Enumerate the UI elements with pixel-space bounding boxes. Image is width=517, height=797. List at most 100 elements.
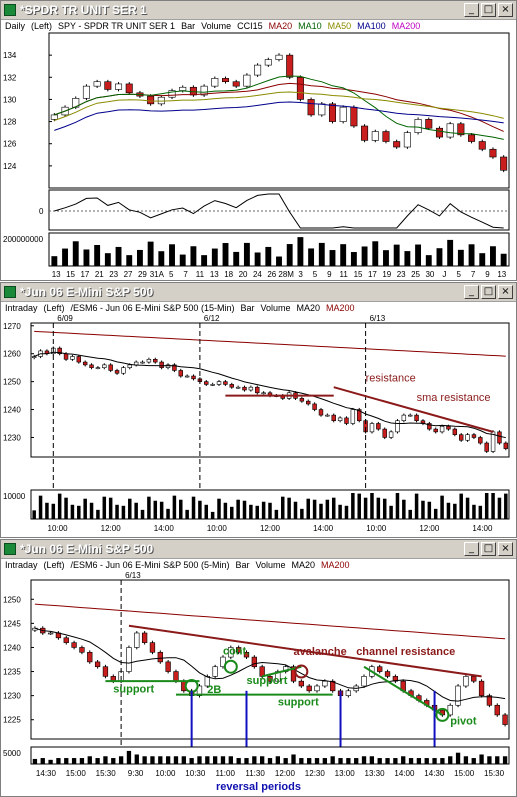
volume-bar bbox=[169, 244, 175, 266]
scale-label: (Left) bbox=[31, 21, 53, 31]
volume-bar bbox=[370, 493, 374, 519]
title-bar[interactable]: *SPDR TR UNIT SER 1 _ □ × bbox=[1, 1, 516, 20]
x-tick-label: 14:00 bbox=[472, 524, 493, 533]
volume-bar bbox=[242, 500, 247, 519]
close-button[interactable]: × bbox=[498, 285, 513, 299]
es-5min-chart[interactable]: 1225 1230 1235 1240 1245 1250 6/13 cont. 2B suppo… bbox=[1, 540, 516, 796]
candle bbox=[330, 680, 336, 692]
x-tick-label: 7 bbox=[183, 270, 188, 279]
minimize-button[interactable]: _ bbox=[464, 285, 479, 299]
candle bbox=[314, 685, 320, 692]
candle bbox=[248, 386, 254, 391]
volume-bar bbox=[459, 493, 463, 519]
candle bbox=[414, 414, 419, 422]
ma200-line bbox=[34, 330, 506, 357]
volume-bar bbox=[233, 251, 240, 266]
volume-bar bbox=[40, 758, 45, 764]
candle bbox=[82, 85, 90, 99]
volume-bar bbox=[212, 756, 218, 764]
volume-bar bbox=[201, 255, 208, 266]
candle bbox=[463, 676, 469, 687]
volume-bar bbox=[504, 493, 508, 519]
volume-bar bbox=[299, 758, 304, 764]
x-tick-label: 26 bbox=[267, 270, 276, 279]
minimize-button[interactable]: _ bbox=[464, 542, 479, 556]
symbol-label: /ESM6 - Jun 06 E-Mini S&P 500 (15-Min) bbox=[70, 303, 235, 313]
x-tick-label: 3 bbox=[298, 270, 303, 279]
spy-daily-chart[interactable]: 124 126 128 130 132 134 0 200000000 13 15 17 21 23 27… bbox=[1, 1, 516, 280]
volume-bar bbox=[376, 497, 381, 519]
volume-bar bbox=[268, 502, 272, 519]
interval-label: Daily bbox=[5, 21, 26, 31]
volume-bar bbox=[57, 493, 62, 519]
minimize-button[interactable]: _ bbox=[464, 3, 479, 17]
candle bbox=[102, 666, 109, 677]
volume-bar bbox=[136, 249, 143, 266]
volume-bar bbox=[408, 758, 414, 764]
candle bbox=[433, 428, 438, 433]
x-tick-label: 15:00 bbox=[454, 769, 475, 778]
volume-bar bbox=[340, 244, 347, 266]
close-button[interactable]: × bbox=[498, 3, 513, 17]
volume-bar bbox=[448, 756, 453, 764]
y-tick-label: 1260 bbox=[3, 350, 21, 359]
volume-bar bbox=[38, 495, 43, 519]
candle bbox=[228, 647, 234, 658]
candle bbox=[447, 704, 453, 716]
candle bbox=[141, 632, 148, 643]
interval-label: Intraday bbox=[5, 560, 38, 570]
x-tick-label: 14:30 bbox=[424, 769, 445, 778]
x-tick-label: 28M bbox=[278, 270, 294, 279]
chart-header: Intraday (Left) /ESM6 - Jun 06 E-Mini S&P … bbox=[5, 560, 356, 570]
resistance-label: resistance bbox=[366, 373, 416, 385]
close-button[interactable]: × bbox=[498, 542, 513, 556]
volume-bar bbox=[484, 493, 489, 519]
candle bbox=[216, 381, 222, 385]
volume-bar bbox=[228, 756, 233, 764]
support-label: support bbox=[278, 696, 319, 708]
candle bbox=[50, 114, 58, 120]
volume-bar bbox=[77, 505, 81, 519]
x-tick-label: 15:00 bbox=[66, 769, 87, 778]
volume-bar bbox=[297, 237, 304, 266]
x-tick-label: 31A bbox=[150, 270, 165, 279]
volume-bar bbox=[261, 501, 266, 519]
y-tick-label: 126 bbox=[3, 140, 17, 149]
volume-bar bbox=[425, 255, 432, 266]
volume-label: Volume bbox=[255, 560, 286, 570]
title-bar[interactable]: *Jun 06 E-Mini S&P 500 _ □ × bbox=[1, 283, 516, 302]
volume-bar bbox=[64, 497, 68, 519]
candle bbox=[382, 428, 387, 438]
ma50-label: MA50 bbox=[327, 21, 352, 31]
candle bbox=[165, 364, 171, 368]
maximize-button[interactable]: □ bbox=[481, 3, 496, 17]
x-tick-label: 10:30 bbox=[185, 769, 206, 778]
volume-bar bbox=[158, 251, 165, 266]
volume-bar bbox=[181, 756, 186, 764]
candle bbox=[261, 392, 266, 395]
ma10-label: MA10 bbox=[298, 21, 322, 31]
candle bbox=[255, 386, 260, 394]
candle bbox=[468, 134, 476, 142]
candle bbox=[307, 99, 315, 116]
candle bbox=[63, 637, 69, 643]
x-tick-label: 12:00 bbox=[419, 524, 440, 533]
x-tick-label: 24 bbox=[253, 270, 262, 279]
volume-bar bbox=[108, 497, 113, 519]
annotation-circle bbox=[223, 659, 238, 674]
candle bbox=[127, 364, 132, 368]
x-tick-label: 5 bbox=[313, 270, 318, 279]
volume-bar bbox=[121, 505, 126, 519]
maximize-button[interactable]: □ bbox=[481, 285, 496, 299]
x-tick-label: 25 bbox=[411, 270, 420, 279]
2b-label: 2B bbox=[207, 684, 221, 696]
es-15min-chart[interactable]: 1230 1240 1250 1260 1270 6/09 6/12 6/13 resistan… bbox=[1, 283, 516, 537]
x-tick-label: 12:30 bbox=[305, 769, 326, 778]
maximize-button[interactable]: □ bbox=[481, 542, 496, 556]
x-tick-label: 20 bbox=[239, 270, 248, 279]
volume-bar bbox=[222, 243, 229, 266]
title-bar[interactable]: *Jun 06 E-Mini S&P 500 _ □ × bbox=[1, 540, 516, 559]
candle bbox=[236, 647, 242, 653]
candle bbox=[82, 361, 88, 366]
candle bbox=[318, 103, 326, 116]
